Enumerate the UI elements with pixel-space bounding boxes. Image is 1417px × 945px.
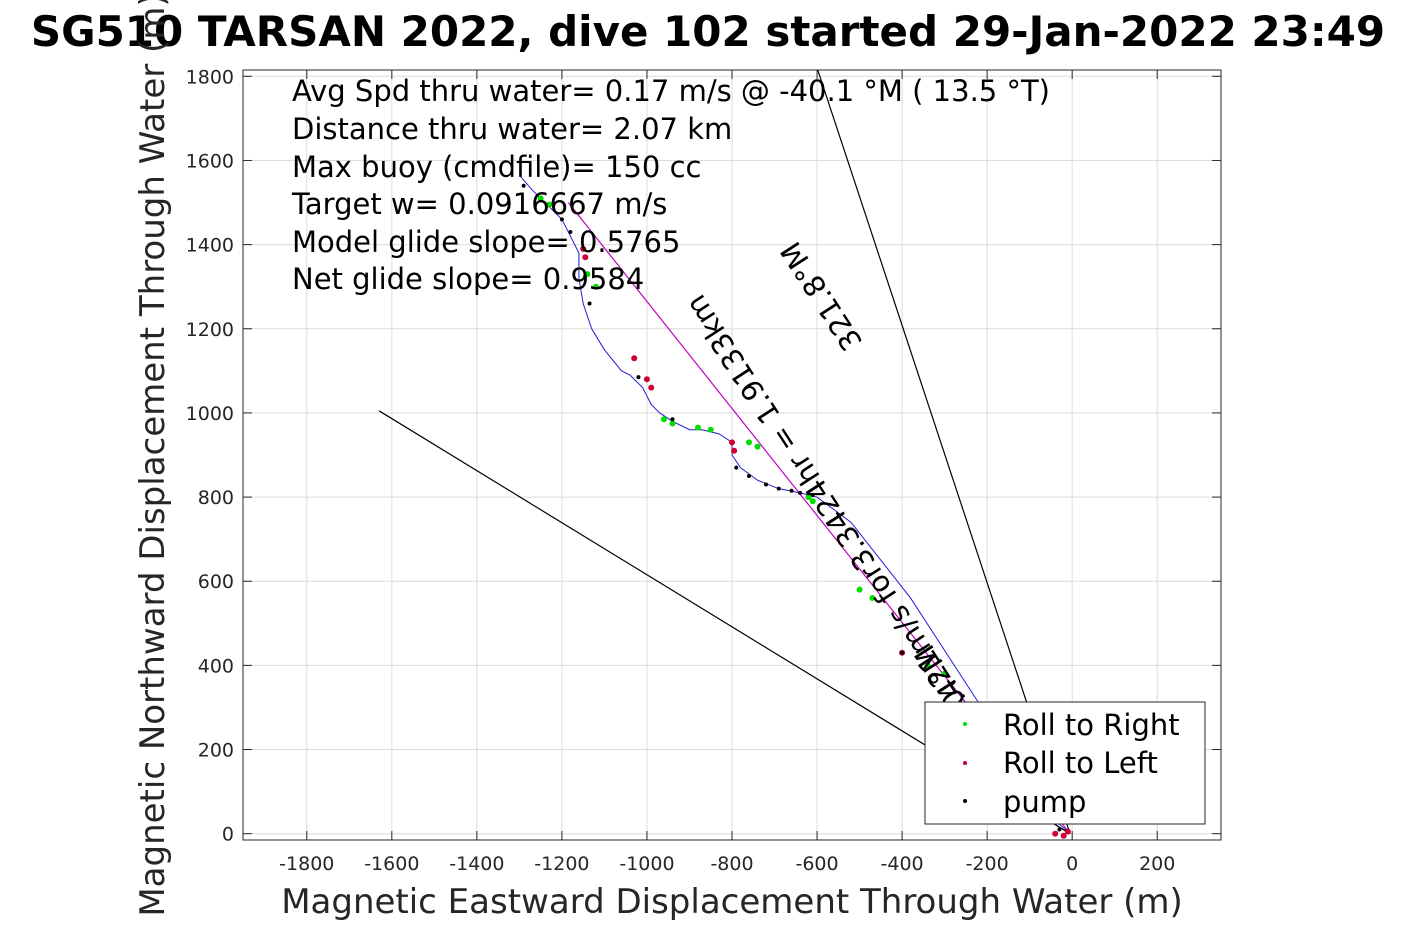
x-tick-label: -1000 xyxy=(619,853,674,875)
annotation-distance: Distance thru water= 2.07 km xyxy=(292,112,732,146)
rotated-label-0: 321.8°M xyxy=(774,236,869,357)
y-tick-label: 1400 xyxy=(186,235,234,257)
marker-roll-to-right xyxy=(707,426,714,433)
series-track xyxy=(519,174,1071,835)
marker-roll-to-left xyxy=(729,439,735,446)
marker-pump xyxy=(1057,827,1062,832)
legend-marker-pump xyxy=(963,799,967,803)
marker-roll-to-right xyxy=(584,271,591,278)
marker-pump xyxy=(670,417,675,422)
x-tick-label: -600 xyxy=(795,853,838,875)
marker-pump xyxy=(900,650,905,655)
marker-roll-to-right xyxy=(669,420,676,427)
x-tick-label: -200 xyxy=(966,853,1009,875)
annotation-block: Avg Spd thru water= 0.17 m/s @ -40.1 °M … xyxy=(291,74,1050,296)
marker-roll-to-left xyxy=(643,376,650,383)
y-tick-label: 400 xyxy=(198,655,234,677)
marker-roll-to-left xyxy=(648,384,655,391)
markers xyxy=(521,183,1071,839)
marker-pump xyxy=(521,183,526,188)
annotation-avg-speed: Avg Spd thru water= 0.17 m/s @ -40.1 °M … xyxy=(292,74,1050,108)
marker-roll-to-right xyxy=(809,498,816,505)
x-tick-label: -1400 xyxy=(449,853,504,875)
marker-pump xyxy=(798,490,803,495)
y-tick-label: 1800 xyxy=(186,66,234,88)
marker-roll-to-right xyxy=(694,424,701,431)
legend-marker-roll-right xyxy=(963,722,967,726)
x-tick-label: -400 xyxy=(881,853,924,875)
y-tick-label: 200 xyxy=(198,740,234,762)
marker-pump xyxy=(559,217,564,222)
marker-pump xyxy=(789,488,794,493)
y-tick-label: 800 xyxy=(198,487,234,509)
legend-marker-roll-left xyxy=(963,761,967,765)
marker-pump xyxy=(764,482,769,487)
marker-pump xyxy=(810,492,815,497)
marker-roll-to-right xyxy=(941,670,948,677)
y-axis-label: Magnetic Northward Displacement Through … xyxy=(133,0,173,917)
marker-roll-to-right xyxy=(869,595,876,602)
marker-roll-to-right xyxy=(537,195,544,202)
marker-roll-to-right xyxy=(924,662,931,669)
marker-roll-to-left xyxy=(580,245,587,252)
marker-roll-to-left xyxy=(631,355,638,362)
marker-pump xyxy=(587,301,592,306)
marker-roll-to-right xyxy=(856,586,863,593)
annotation-model-glide: Model glide slope= 0.5765 xyxy=(292,225,680,259)
x-axis-label: Magnetic Eastward Displacement Through W… xyxy=(281,882,1183,922)
marker-roll-to-left xyxy=(1064,828,1071,835)
annotation-max-buoy: Max buoy (cmdfile)= 150 cc xyxy=(292,150,701,184)
marker-pump xyxy=(636,375,641,380)
legend-label-roll-left: Roll to Left xyxy=(1003,746,1158,780)
x-tick-label: -1800 xyxy=(279,853,334,875)
marker-roll-to-right xyxy=(746,439,753,446)
legend-label-pump: pump xyxy=(1003,785,1086,819)
x-tick-label: -1600 xyxy=(364,853,419,875)
annotation-target-w: Target w= 0.0916667 m/s xyxy=(291,187,667,221)
marker-roll-to-right xyxy=(660,416,667,423)
y-tick-label: 1600 xyxy=(186,150,234,172)
marker-roll-to-right xyxy=(592,283,599,290)
marker-pump xyxy=(568,229,573,234)
legend-box xyxy=(924,701,1206,825)
marker-roll-to-left xyxy=(731,447,738,454)
rotated-labels: 321.8°M0.21m/s for3.3424hr = 1.9133km-38… xyxy=(679,236,999,754)
y-tick-label: 0 xyxy=(222,824,234,846)
marker-roll-to-right xyxy=(546,201,553,208)
x-tick-label: 200 xyxy=(1139,853,1175,875)
marker-roll-to-left xyxy=(582,254,589,261)
y-tick-label: 600 xyxy=(198,571,234,593)
marker-pump xyxy=(747,474,752,479)
y-tick-label: 1200 xyxy=(186,319,234,341)
annotation-net-glide: Net glide slope= 0.9584 xyxy=(292,262,644,296)
x-tick-label: 0 xyxy=(1066,853,1078,875)
marker-roll-to-right xyxy=(754,443,761,450)
marker-roll-to-left xyxy=(1052,830,1059,837)
legend-label-roll-right: Roll to Right xyxy=(1003,708,1180,742)
marker-roll-to-right xyxy=(805,494,812,501)
chart-title: SG510 TARSAN 2022, dive 102 started 29-J… xyxy=(31,7,1385,56)
legend: Roll to Right Roll to Left pump xyxy=(924,701,1206,825)
y-tick-label: 1000 xyxy=(186,403,234,425)
marker-roll-to-left xyxy=(1060,832,1067,839)
axis-ticks: -1800 -1600 -1400 -1200 -1000 -800 -600 -400 -20… xyxy=(186,66,1221,875)
x-tick-label: -1200 xyxy=(534,853,589,875)
marker-pump xyxy=(734,465,739,470)
x-tick-label: -800 xyxy=(710,853,753,875)
marker-pump xyxy=(776,486,781,491)
